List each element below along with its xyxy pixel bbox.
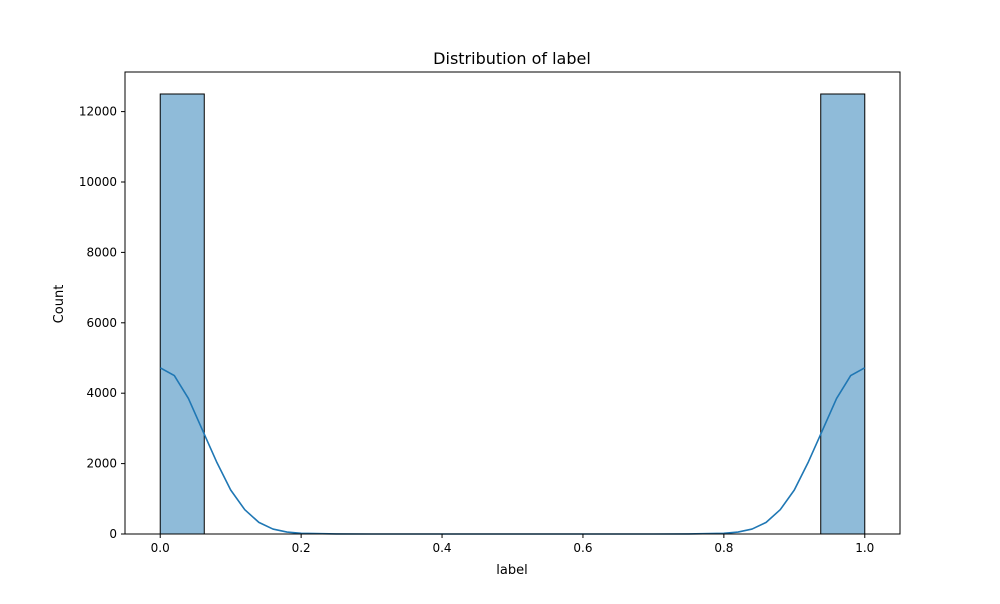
chart-title: Distribution of label — [433, 49, 591, 68]
y-tick-label: 12000 — [79, 105, 117, 119]
x-tick-label: 0.6 — [573, 541, 592, 555]
x-tick-label: 0.2 — [292, 541, 311, 555]
x-tick-label: 0.8 — [714, 541, 733, 555]
kde-layer — [159, 367, 866, 535]
y-tick-label: 2000 — [86, 457, 117, 471]
y-tick-label: 10000 — [79, 175, 117, 189]
x-axis: 0.0 0.2 0.4 0.6 0.8 1.0 — [151, 534, 874, 555]
x-axis-label: label — [496, 563, 527, 578]
histogram-bar-1 — [820, 93, 866, 535]
plot-frame — [124, 71, 901, 535]
kde-line — [159, 367, 866, 535]
x-tick-label: 1.0 — [855, 541, 874, 555]
y-tick-label: 8000 — [86, 245, 117, 259]
bars-layer — [159, 93, 866, 535]
y-tick-label: 6000 — [86, 316, 117, 330]
histogram-bar-0 — [159, 93, 205, 535]
x-tick-label: 0.4 — [432, 541, 451, 555]
y-axis-label: Count — [52, 285, 67, 324]
y-tick-label: 0 — [109, 527, 117, 541]
y-tick-label: 4000 — [86, 386, 117, 400]
y-axis: 0 2000 4000 6000 8000 10000 12000 — [79, 105, 125, 541]
x-tick-label: 0.0 — [151, 541, 170, 555]
